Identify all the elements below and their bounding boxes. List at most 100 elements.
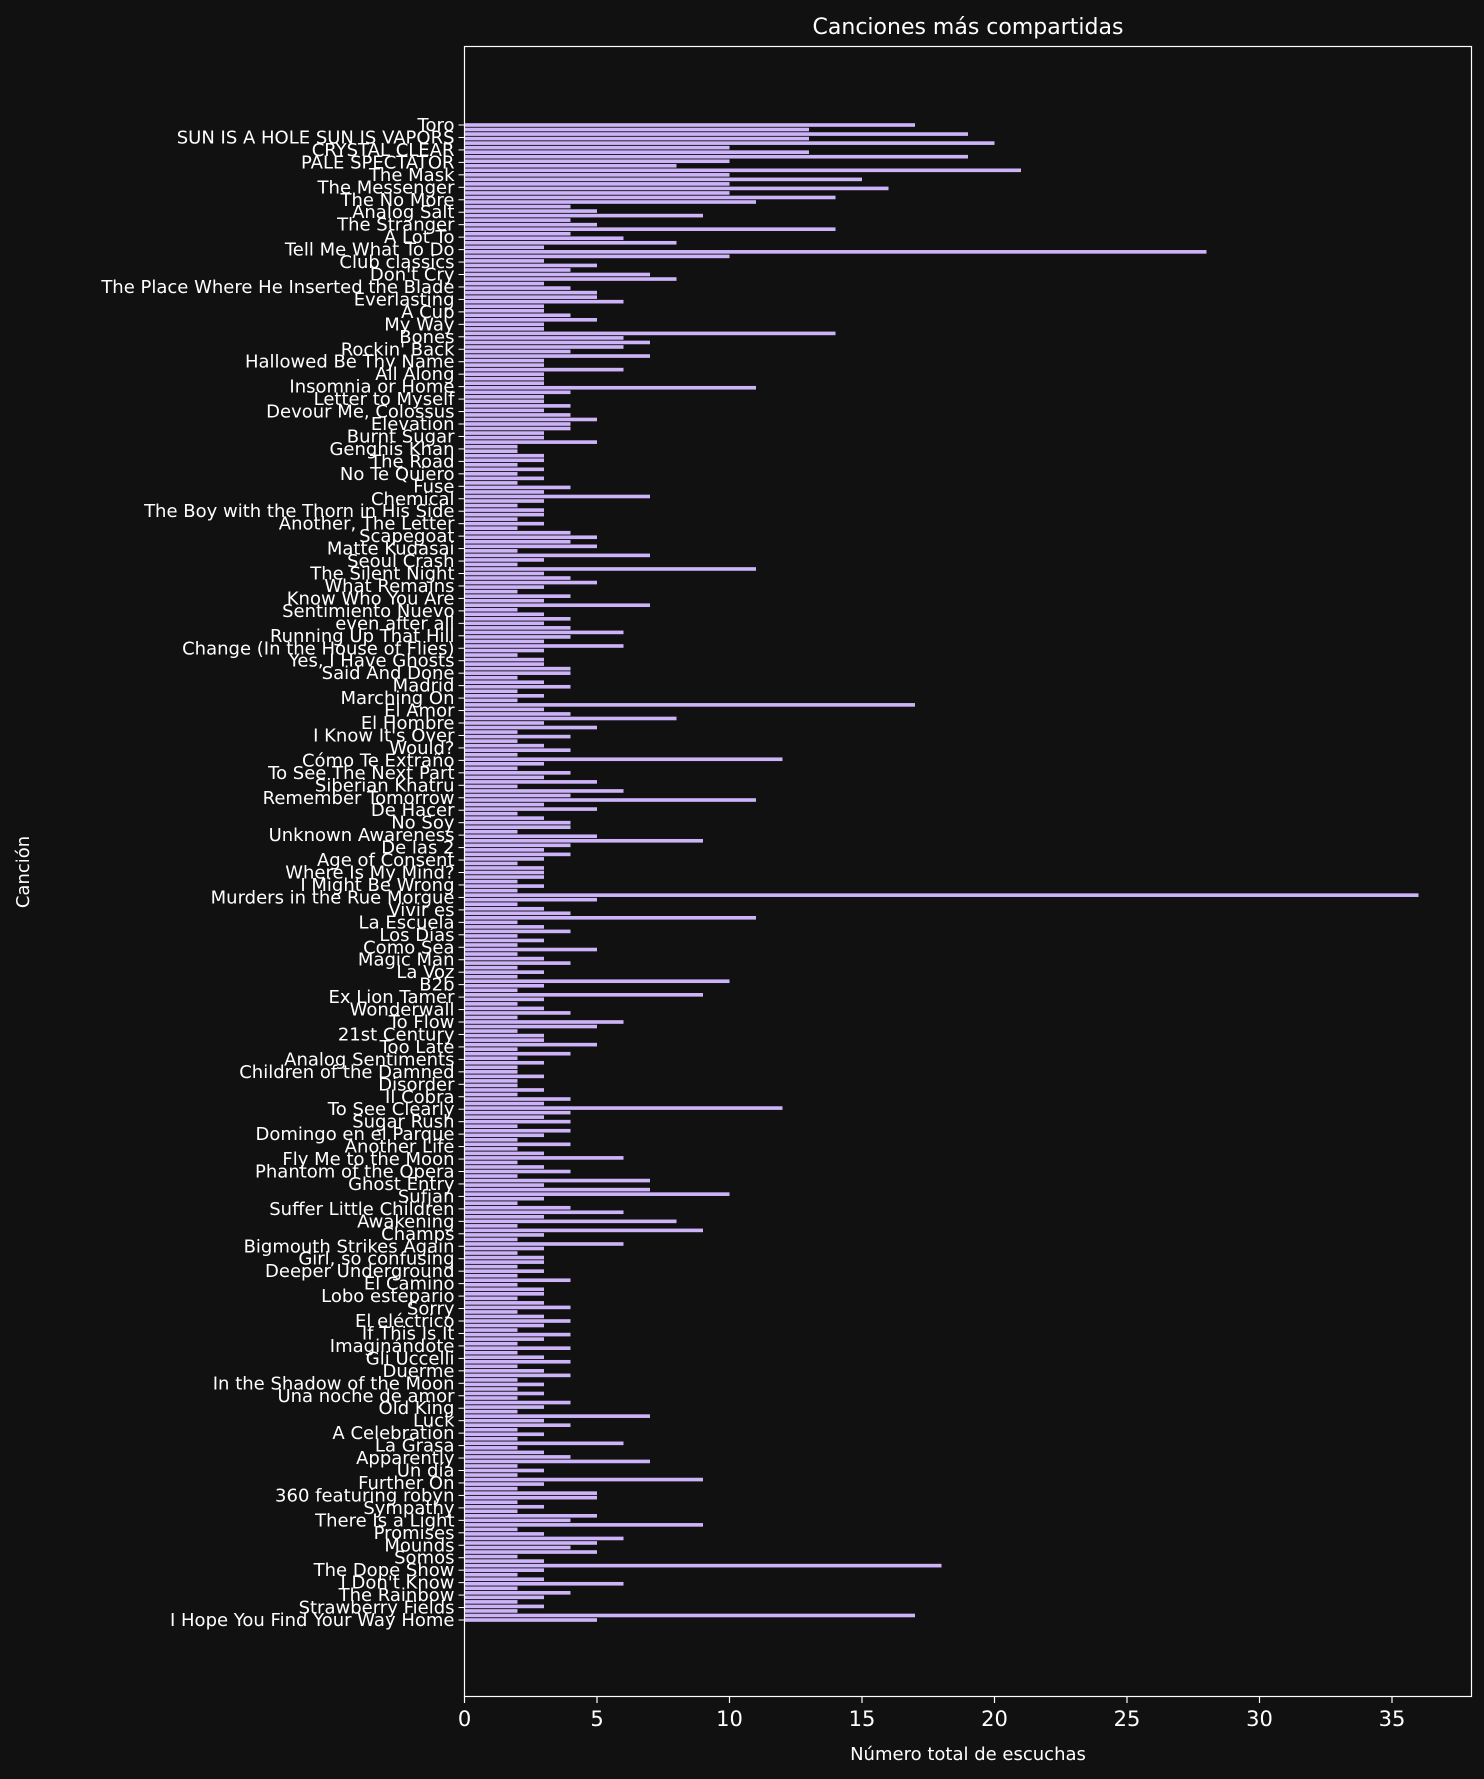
- bar: [464, 1400, 571, 1405]
- y-tick-label: To See The Next Part: [267, 763, 454, 784]
- y-tick-label: My Way: [384, 314, 455, 335]
- x-tick-label: 0: [458, 1707, 471, 1731]
- bar: [464, 1124, 518, 1129]
- y-tick-label: The Rainbow: [338, 1585, 455, 1606]
- bar: [464, 1074, 544, 1079]
- bar: [464, 1042, 597, 1047]
- bar: [464, 1020, 624, 1024]
- bar: [464, 553, 650, 558]
- bar: [464, 222, 597, 227]
- bar: [464, 861, 518, 866]
- bar: [464, 1369, 544, 1373]
- bar: [464, 1137, 518, 1142]
- bar: [464, 476, 544, 481]
- bar: [464, 1255, 544, 1260]
- bar: [464, 1183, 544, 1187]
- y-tick-label: A Celebration: [332, 1423, 454, 1444]
- bar: [464, 893, 1419, 897]
- bar: [464, 372, 544, 376]
- bar: [464, 929, 571, 934]
- y-tick-label: Elevation: [371, 414, 455, 435]
- bar: [464, 689, 518, 694]
- bar: [464, 322, 544, 327]
- bar: [464, 589, 518, 594]
- y-tick-label: Running Up That Hill: [270, 626, 455, 647]
- y-tick-label: I Don't Know: [341, 1573, 455, 1594]
- chart-title: Canciones más compartidas: [813, 15, 1124, 40]
- bar: [464, 594, 571, 598]
- bar: [464, 694, 544, 698]
- bar: [464, 902, 518, 907]
- bar: [464, 607, 518, 612]
- bar: [464, 1378, 518, 1382]
- bar: [464, 1554, 518, 1559]
- bar: [464, 304, 544, 309]
- bar: [464, 254, 730, 259]
- y-tick-label: Seoul Crash: [347, 551, 454, 572]
- bar: [464, 1355, 544, 1360]
- bar: [464, 698, 518, 703]
- y-tick-label: Sympathy: [363, 1498, 455, 1519]
- bar: [464, 1613, 915, 1618]
- y-tick-label: Marching On: [340, 688, 454, 709]
- y-tick-label: In the Shadow of the Moon: [213, 1373, 455, 1394]
- bar: [464, 150, 809, 154]
- y-tick-label: De Hacer: [371, 800, 455, 821]
- y-tick-label: The Stranger: [336, 215, 455, 236]
- bar: [464, 286, 571, 290]
- bar: [464, 852, 571, 857]
- bar: [464, 1097, 571, 1101]
- bar: [464, 1446, 518, 1450]
- y-tick-label: Toro: [417, 115, 455, 136]
- bar: [464, 182, 730, 186]
- bar: [464, 163, 677, 168]
- y-tick-label: Champs: [381, 1224, 454, 1245]
- y-tick-label: A Cup: [401, 302, 454, 323]
- bar: [464, 467, 544, 472]
- bar: [464, 159, 730, 164]
- bar: [464, 1296, 518, 1301]
- y-tick-label: even after all: [335, 613, 454, 634]
- y-tick-label: El Amor: [384, 701, 455, 722]
- y-tick-label: Cómo Te Extraño: [302, 750, 455, 771]
- bar: [464, 789, 624, 793]
- y-tick-label: Yes, I Have Ghosts: [288, 651, 455, 672]
- y-tick-label: No Te Quiero: [340, 464, 455, 485]
- bar: [464, 195, 836, 200]
- y-tick-label: Girl, so confusing: [298, 1249, 454, 1270]
- bar: [464, 1473, 518, 1477]
- y-tick-label: Bigmouth Strikes Again: [244, 1236, 455, 1257]
- y-tick-label: Another Life: [345, 1137, 455, 1158]
- y-tick-label: Age of Consent: [317, 850, 455, 871]
- y-tick-label: 360 featuring robyn: [275, 1485, 454, 1506]
- bar: [464, 1341, 518, 1346]
- y-tick-label: If This Is It: [362, 1323, 455, 1344]
- bar: [464, 675, 518, 680]
- bar: [464, 1224, 518, 1228]
- y-tick-label: The Place Where He Inserted the Blade: [100, 277, 454, 298]
- bar: [464, 336, 624, 340]
- bar: [464, 1359, 571, 1364]
- bar: [464, 1024, 597, 1029]
- y-tick-label: Insomnia or Home: [289, 377, 454, 398]
- bar: [464, 1106, 783, 1110]
- bar: [464, 268, 571, 272]
- bar: [464, 834, 597, 839]
- y-tick-label: Madrid: [393, 676, 455, 697]
- bar: [464, 680, 544, 685]
- y-tick-label: The Silent Night: [309, 564, 454, 585]
- bar: [464, 462, 518, 467]
- bar: [464, 453, 544, 458]
- y-tick-label: Gli Uccelli: [366, 1348, 455, 1369]
- bar: [464, 1332, 571, 1337]
- y-tick-label: Promises: [374, 1523, 455, 1544]
- y-tick-label: Phantom of the Opera: [255, 1162, 454, 1183]
- bar: [464, 1056, 518, 1061]
- bar: [464, 979, 730, 984]
- bar: [464, 449, 518, 453]
- bar: [464, 376, 544, 381]
- bar: [464, 1427, 518, 1432]
- bar: [464, 521, 544, 526]
- bar: [464, 1559, 544, 1563]
- x-tick-label: 20: [981, 1707, 1008, 1731]
